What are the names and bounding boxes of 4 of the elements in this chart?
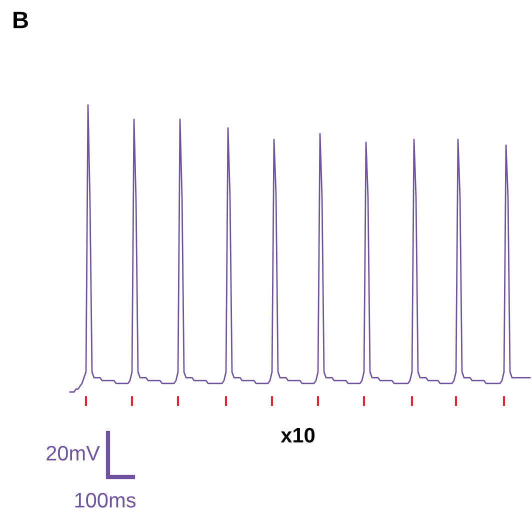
text: 20mV [46, 446, 100, 461]
text: x10 [280, 428, 315, 443]
text: 100ms [75, 492, 136, 508]
text: B [14, 12, 28, 28]
